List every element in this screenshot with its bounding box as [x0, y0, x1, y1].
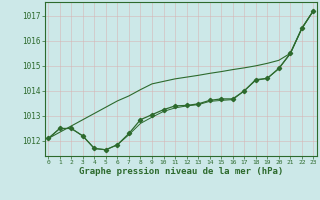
- X-axis label: Graphe pression niveau de la mer (hPa): Graphe pression niveau de la mer (hPa): [79, 167, 283, 176]
